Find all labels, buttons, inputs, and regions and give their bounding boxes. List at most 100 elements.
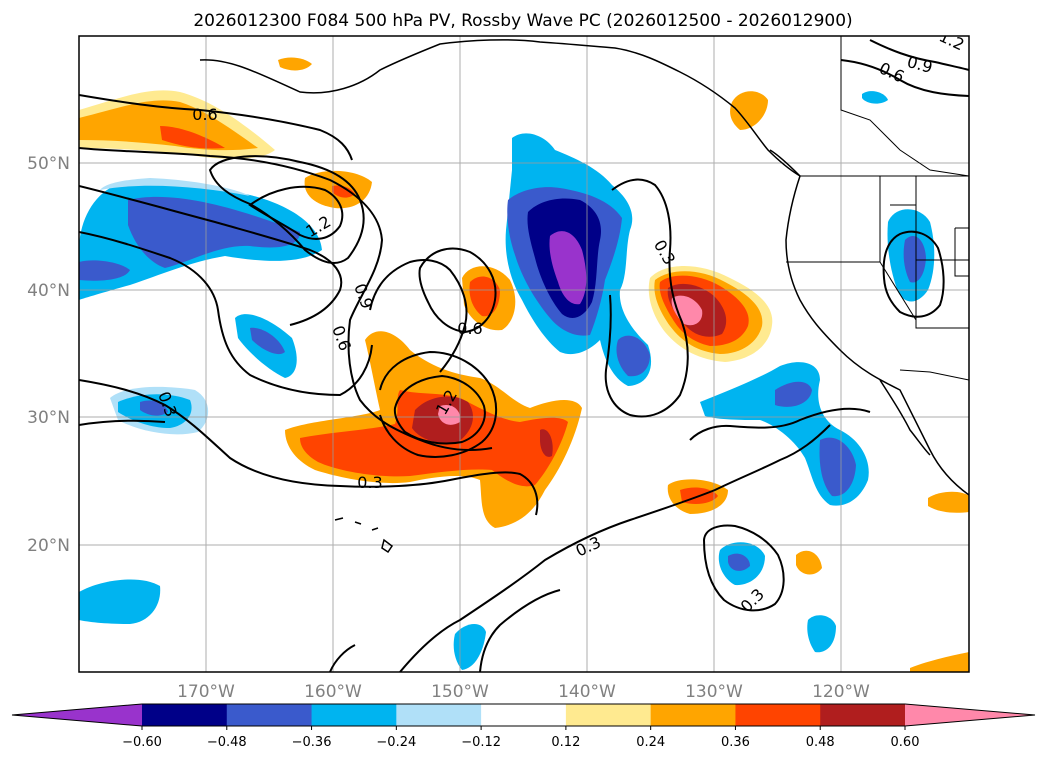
colorbar-segments [11, 703, 1036, 727]
negative-anomaly-sw [79, 579, 161, 624]
colorbar-segment [735, 704, 821, 726]
contour-0.6-center-loop [418, 247, 497, 334]
positive-anomaly-mid-core [469, 276, 500, 317]
coastline-alaska [199, 39, 801, 177]
contour-0.9-ne [869, 39, 969, 71]
positive-anomaly-se-bottom [910, 652, 969, 672]
colorbar-segment [481, 704, 567, 726]
colorbar-label: 0.48 [806, 735, 835, 750]
contour-0.3-east [604, 178, 689, 418]
negative-anomaly-island-core [250, 327, 285, 355]
colorbar-labels: −0.60 −0.48 −0.36 −0.24 −0.12 0.12 0.24 0.36 0.4… [122, 726, 919, 750]
negative-anomaly-ne-small [862, 91, 888, 104]
contour-label: 0.6 [192, 105, 217, 124]
pv-fill-regions [79, 57, 969, 672]
border-small-box [954, 227, 969, 277]
negative-anomaly-central-min [549, 231, 587, 305]
negative-anomaly-w-small [79, 260, 130, 281]
contour-0.3-south-loop [702, 524, 785, 612]
colorbar: −0.60 −0.48 −0.36 −0.24 −0.12 0.12 0.24 0.36 0.4… [11, 703, 1036, 750]
contour-label: 0.6 [457, 319, 482, 338]
positive-anomaly-tiny [796, 550, 822, 575]
positive-anomaly-nw-inner [160, 126, 225, 149]
negative-anomaly-nw-light [100, 178, 250, 196]
contour-far-east-loop [882, 230, 945, 318]
negative-anomaly-tiny-s [807, 615, 836, 653]
latitude-labels: 50°N 40°N 30°N 20°N [27, 154, 70, 556]
negative-anomaly-far-east-core [903, 236, 926, 283]
negative-anomaly-se-core [775, 381, 812, 407]
border-ca-nv [879, 261, 917, 321]
coastlines [199, 39, 969, 554]
positive-anomaly-central-e [540, 429, 553, 457]
colorbar-label: 0.60 [891, 735, 920, 750]
coastline-na-west [785, 175, 969, 496]
lon-label: 130°W [685, 682, 743, 702]
colorbar-segment [650, 704, 736, 726]
colorbar-label: 0.36 [721, 735, 750, 750]
coastline-baja [879, 379, 931, 456]
contour-1.2-central [393, 374, 486, 445]
lon-label: 170°W [177, 682, 235, 702]
contour-0.3-bottom-left [329, 644, 356, 672]
colorbar-segment [311, 704, 397, 726]
contour-0.6-ne [840, 59, 969, 97]
longitude-labels: 170°W 160°W 150°W 140°W 130°W 120°W [177, 682, 870, 702]
contour-0.3-east-loop [689, 407, 871, 441]
contour-0.3-se-long [399, 424, 831, 672]
positive-anomaly-se-corner [928, 491, 969, 513]
map-area: 0.6 1.2 0.9 0.6 0.6 0.3 0.3 1.2 0.3 0.3 … [79, 36, 969, 672]
colorbar-label: −0.48 [207, 735, 247, 750]
lat-label: 50°N [27, 154, 70, 174]
colorbar-segment [565, 704, 652, 726]
colorbar-segment [142, 704, 228, 726]
lon-label: 150°W [431, 682, 489, 702]
border-us-states [786, 176, 969, 329]
negative-anomaly-s-center [453, 623, 486, 670]
border-alaska-canada [840, 36, 969, 177]
lat-label: 30°N [27, 408, 70, 428]
contour-0.3-sw [79, 419, 166, 426]
graticule [79, 36, 969, 672]
lon-label: 160°W [304, 682, 362, 702]
map-border [78, 35, 970, 673]
contour-0.6-upper [79, 147, 493, 451]
positive-anomaly-nw-core [79, 100, 258, 151]
contour-0.3-west [79, 379, 539, 516]
contour-0.9-inner [248, 185, 344, 240]
colorbar-segment [396, 704, 482, 726]
lon-label: 120°W [812, 682, 870, 702]
contour-0.6-north [79, 94, 353, 161]
colorbar-label: −0.60 [122, 735, 162, 750]
map-title: 2026012300 F084 500 hPa PV, Rossby Wave … [193, 11, 852, 31]
contour-0.6-west-loop [79, 231, 373, 397]
contour-1.2-nw [79, 185, 343, 326]
positive-anomaly-central-peak [438, 404, 461, 425]
colorbar-label: −0.36 [292, 735, 332, 750]
positive-anomaly-central-n-core [332, 185, 355, 198]
colorbar-segment [226, 704, 313, 726]
colorbar-segment [12, 704, 142, 726]
colorbar-label: 0.24 [636, 735, 665, 750]
colorbar-label: 0.12 [551, 735, 580, 750]
contour-0.9-center [369, 259, 468, 373]
lat-label: 20°N [27, 536, 70, 556]
negative-anomaly-central-s [616, 335, 650, 377]
coastline-vancouver [769, 149, 801, 177]
contour-0.9-central [379, 350, 498, 458]
political-borders [786, 36, 969, 381]
contour-label: 0.3 [357, 473, 382, 492]
negative-anomaly-w2-inner [140, 400, 168, 416]
colorbar-segment [905, 704, 1035, 726]
coastline-hawaii [334, 517, 394, 554]
lat-label: 40°N [27, 281, 70, 301]
lon-label: 140°W [558, 682, 616, 702]
negative-anomaly-se-core2 [819, 437, 856, 497]
colorbar-label: −0.24 [376, 735, 416, 750]
negative-anomaly-south-small-core [728, 553, 750, 571]
border-us-mexico [899, 369, 969, 381]
pv-contours [79, 39, 969, 672]
colorbar-label: −0.12 [461, 735, 501, 750]
positive-anomaly-ne [730, 91, 768, 130]
